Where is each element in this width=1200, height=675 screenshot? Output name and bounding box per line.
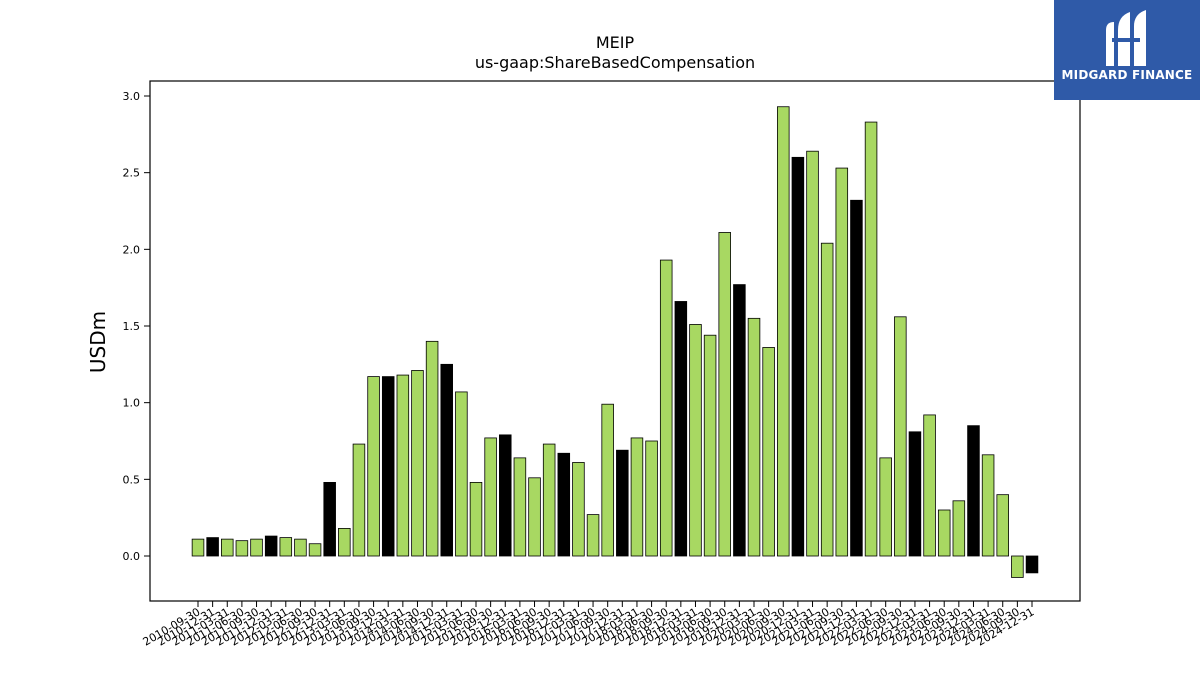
- bar-2012-06-30: [294, 538, 307, 557]
- bar-2010-09-30: [191, 538, 205, 557]
- bar-2013-06-30: [352, 443, 366, 557]
- bar-2011-06-30: [235, 540, 249, 557]
- y-axis-label: USDm: [86, 311, 110, 373]
- bar-2021-06-30: [820, 242, 834, 557]
- bar-2018-03-31: [630, 437, 644, 557]
- bar-2019-12-31: [733, 284, 746, 557]
- bar-2022-09-30: [894, 316, 907, 557]
- bar-2014-12-31: [440, 363, 453, 557]
- midgard-logo-icon: [1106, 10, 1146, 66]
- y-tick-label: 0.0: [123, 550, 141, 563]
- bar-2020-12-31: [791, 156, 805, 557]
- bar-2013-03-31: [338, 528, 351, 557]
- bar-2015-12-31: [499, 434, 512, 557]
- bar-2011-03-31: [221, 538, 234, 557]
- bar-2021-09-30: [835, 167, 849, 557]
- bar-2017-12-31: [616, 449, 629, 557]
- bar-2019-06-30: [703, 334, 717, 557]
- y-tick-label: 2.5: [123, 167, 141, 180]
- bar-2017-09-30: [601, 403, 614, 557]
- bar-2021-03-31: [806, 150, 819, 557]
- x-axis: 2010-09-302010-12-312011-03-312011-06-30…: [141, 601, 1037, 649]
- bar-2016-09-30: [542, 443, 556, 557]
- bar-2023-06-30: [937, 509, 951, 557]
- bar-2024-12-31: [1025, 555, 1039, 574]
- bar-2019-09-30: [718, 232, 731, 557]
- bar-2014-06-30: [411, 370, 424, 557]
- bar-2013-09-30: [367, 376, 380, 557]
- chart-title: MEIP: [596, 33, 635, 52]
- bar-2020-09-30: [777, 106, 790, 557]
- bar-2023-09-30: [952, 500, 966, 557]
- bar-2016-12-31: [557, 452, 571, 557]
- bar-2018-06-30: [645, 440, 658, 557]
- bar-2024-03-31: [981, 454, 995, 557]
- bar-2018-09-30: [659, 259, 673, 557]
- bar-2012-03-31: [279, 537, 293, 557]
- bar-2010-12-31: [206, 537, 219, 557]
- bar-2020-03-31: [747, 317, 761, 557]
- y-tick-label: 1.0: [123, 397, 141, 410]
- bar-2022-06-30: [879, 457, 892, 557]
- bar-2011-09-30: [250, 538, 263, 557]
- bar-2015-03-31: [455, 391, 468, 557]
- midgard-finance-logo: MIDGARD FINANCE: [1054, 0, 1200, 100]
- bar-2011-12-31: [264, 535, 278, 557]
- bar-2015-09-30: [484, 437, 497, 557]
- logo-text: MIDGARD FINANCE: [1061, 68, 1193, 82]
- bar-2022-12-31: [908, 431, 922, 557]
- bar-2012-09-30: [308, 543, 322, 557]
- y-axis: 3.0 2.5 2.0 1.5 1.0 0.5 0.0: [123, 90, 150, 563]
- bar-2024-09-30: [1011, 555, 1024, 578]
- bar-2020-06-30: [762, 347, 775, 557]
- bar-2019-03-31: [689, 324, 702, 557]
- bar-2017-03-31: [572, 462, 585, 557]
- bar-2024-06-30: [996, 494, 1009, 557]
- bar-2017-06-30: [586, 514, 600, 557]
- bar-2022-03-31: [864, 121, 878, 557]
- y-tick-label: 1.5: [123, 320, 141, 333]
- bar-2023-12-31: [967, 425, 980, 557]
- bars-group: [191, 106, 1039, 578]
- bar-2014-09-30: [425, 340, 439, 557]
- plot-frame: [149, 80, 1081, 602]
- bar-2023-03-31: [923, 414, 936, 557]
- bar-2016-06-30: [528, 477, 541, 557]
- bar-2016-03-31: [513, 457, 527, 557]
- bar-2021-12-31: [850, 199, 863, 557]
- y-tick-label: 3.0: [123, 90, 141, 103]
- bar-2012-12-31: [323, 481, 336, 557]
- chart-subtitle: us-gaap:ShareBasedCompensation: [475, 53, 755, 72]
- y-tick-label: 0.5: [123, 473, 141, 486]
- bar-2015-06-30: [469, 481, 483, 557]
- y-tick-label: 2.0: [123, 243, 141, 256]
- bar-2018-12-31: [674, 301, 688, 557]
- bar-2013-12-31: [381, 376, 395, 557]
- bar-2014-03-31: [396, 374, 410, 557]
